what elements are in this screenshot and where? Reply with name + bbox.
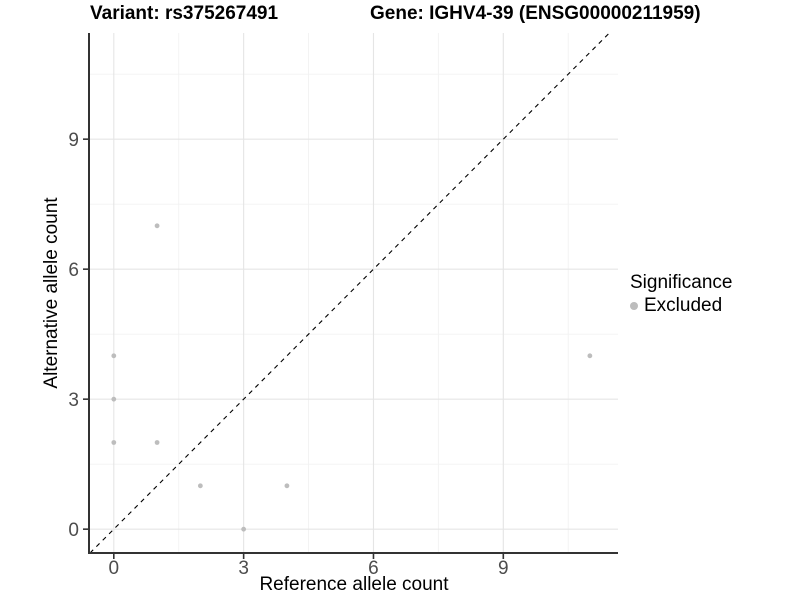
legend: Significance Excluded xyxy=(630,272,732,317)
data-point xyxy=(197,483,203,489)
legend-entry-label: Excluded xyxy=(644,295,723,316)
legend-entry-excluded: Excluded xyxy=(630,295,732,317)
excluded-point-icon xyxy=(630,302,638,310)
x-tick-label: 0 xyxy=(109,558,120,579)
identity-line xyxy=(89,32,610,554)
data-point xyxy=(154,440,160,445)
plot-title-variant: Variant: rs375267491 xyxy=(90,3,279,24)
y-tick-label: 0 xyxy=(68,520,79,541)
data-point xyxy=(284,483,290,489)
x-tick-label: 6 xyxy=(368,558,379,579)
data-point xyxy=(111,353,117,359)
y-axis-title: Alternative allele count xyxy=(41,197,62,389)
y-tick-label: 3 xyxy=(68,390,79,411)
x-axis-title: Reference allele count xyxy=(259,574,449,595)
data-point xyxy=(111,396,117,402)
data-point xyxy=(241,526,247,532)
x-tick-label: 3 xyxy=(238,558,249,579)
data-point xyxy=(587,353,593,359)
x-tick-label: 9 xyxy=(498,558,509,579)
data-point xyxy=(154,223,160,229)
y-tick-label: 6 xyxy=(68,260,79,281)
y-tick-label: 9 xyxy=(68,130,79,151)
data-point xyxy=(111,440,117,445)
plot-title-gene: Gene: IGHV4-39 (ENSG00000211959) xyxy=(370,3,701,24)
legend-title: Significance xyxy=(630,272,733,293)
